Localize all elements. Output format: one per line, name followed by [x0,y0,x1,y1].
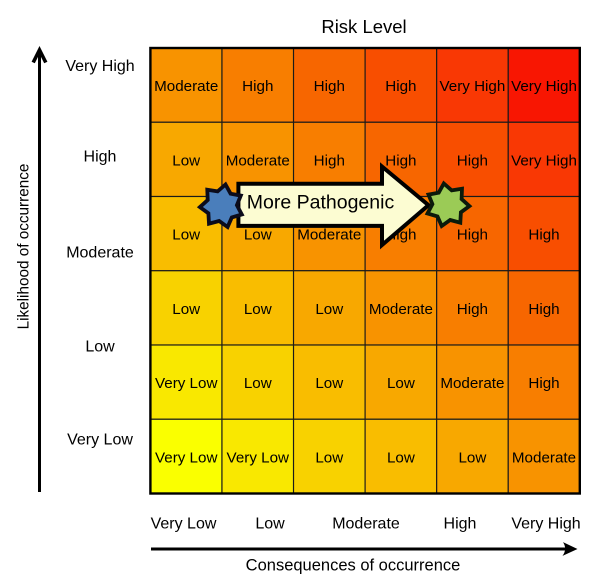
svg-text:Very High: Very High [439,78,505,95]
svg-text:Moderate: Moderate [332,516,400,533]
svg-text:High: High [385,78,416,95]
svg-text:High: High [444,516,477,533]
svg-text:High: High [528,227,559,244]
svg-text:Low: Low [315,301,343,318]
svg-text:Low: Low [172,227,200,244]
svg-text:More Pathogenic: More Pathogenic [247,192,395,214]
svg-text:High: High [385,152,416,169]
svg-text:Low: Low [244,375,272,392]
svg-text:Low: Low [244,227,272,244]
svg-text:High: High [242,78,273,95]
svg-text:Very Low: Very Low [155,375,218,392]
svg-text:Low: Low [172,301,200,318]
svg-text:High: High [457,152,488,169]
svg-text:Low: Low [387,449,415,466]
svg-text:Very Low: Very Low [67,432,133,449]
svg-text:Low: Low [315,449,343,466]
svg-text:Low: Low [255,516,285,533]
svg-text:Moderate: Moderate [512,449,576,466]
svg-text:Low: Low [387,375,415,392]
svg-text:Very High: Very High [511,78,577,95]
svg-text:High: High [457,301,488,318]
svg-text:Very High: Very High [511,152,577,169]
svg-text:Risk Level: Risk Level [321,16,406,37]
svg-text:Low: Low [172,152,200,169]
svg-text:Moderate: Moderate [154,78,218,95]
svg-text:Consequences of occurrence: Consequences of occurrence [246,557,461,575]
svg-text:Moderate: Moderate [226,152,290,169]
svg-text:Very Low: Very Low [227,449,290,466]
svg-text:High: High [314,152,345,169]
svg-text:Low: Low [458,449,486,466]
svg-text:High: High [314,78,345,95]
svg-text:High: High [528,375,559,392]
svg-text:High: High [84,149,117,166]
svg-text:High: High [457,227,488,244]
svg-text:Very Low: Very Low [151,516,217,533]
svg-text:Likelihood of occurrence: Likelihood of occurrence [16,164,33,330]
svg-text:High: High [528,301,559,318]
svg-text:Very High: Very High [65,58,134,75]
svg-text:Moderate: Moderate [369,301,433,318]
svg-text:Moderate: Moderate [297,227,361,244]
svg-text:Moderate: Moderate [440,375,504,392]
svg-text:Very Low: Very Low [155,449,218,466]
svg-text:Low: Low [315,375,343,392]
svg-text:Low: Low [244,301,272,318]
svg-text:Moderate: Moderate [66,245,134,262]
svg-text:Very High: Very High [511,516,580,533]
svg-text:Low: Low [85,339,115,356]
